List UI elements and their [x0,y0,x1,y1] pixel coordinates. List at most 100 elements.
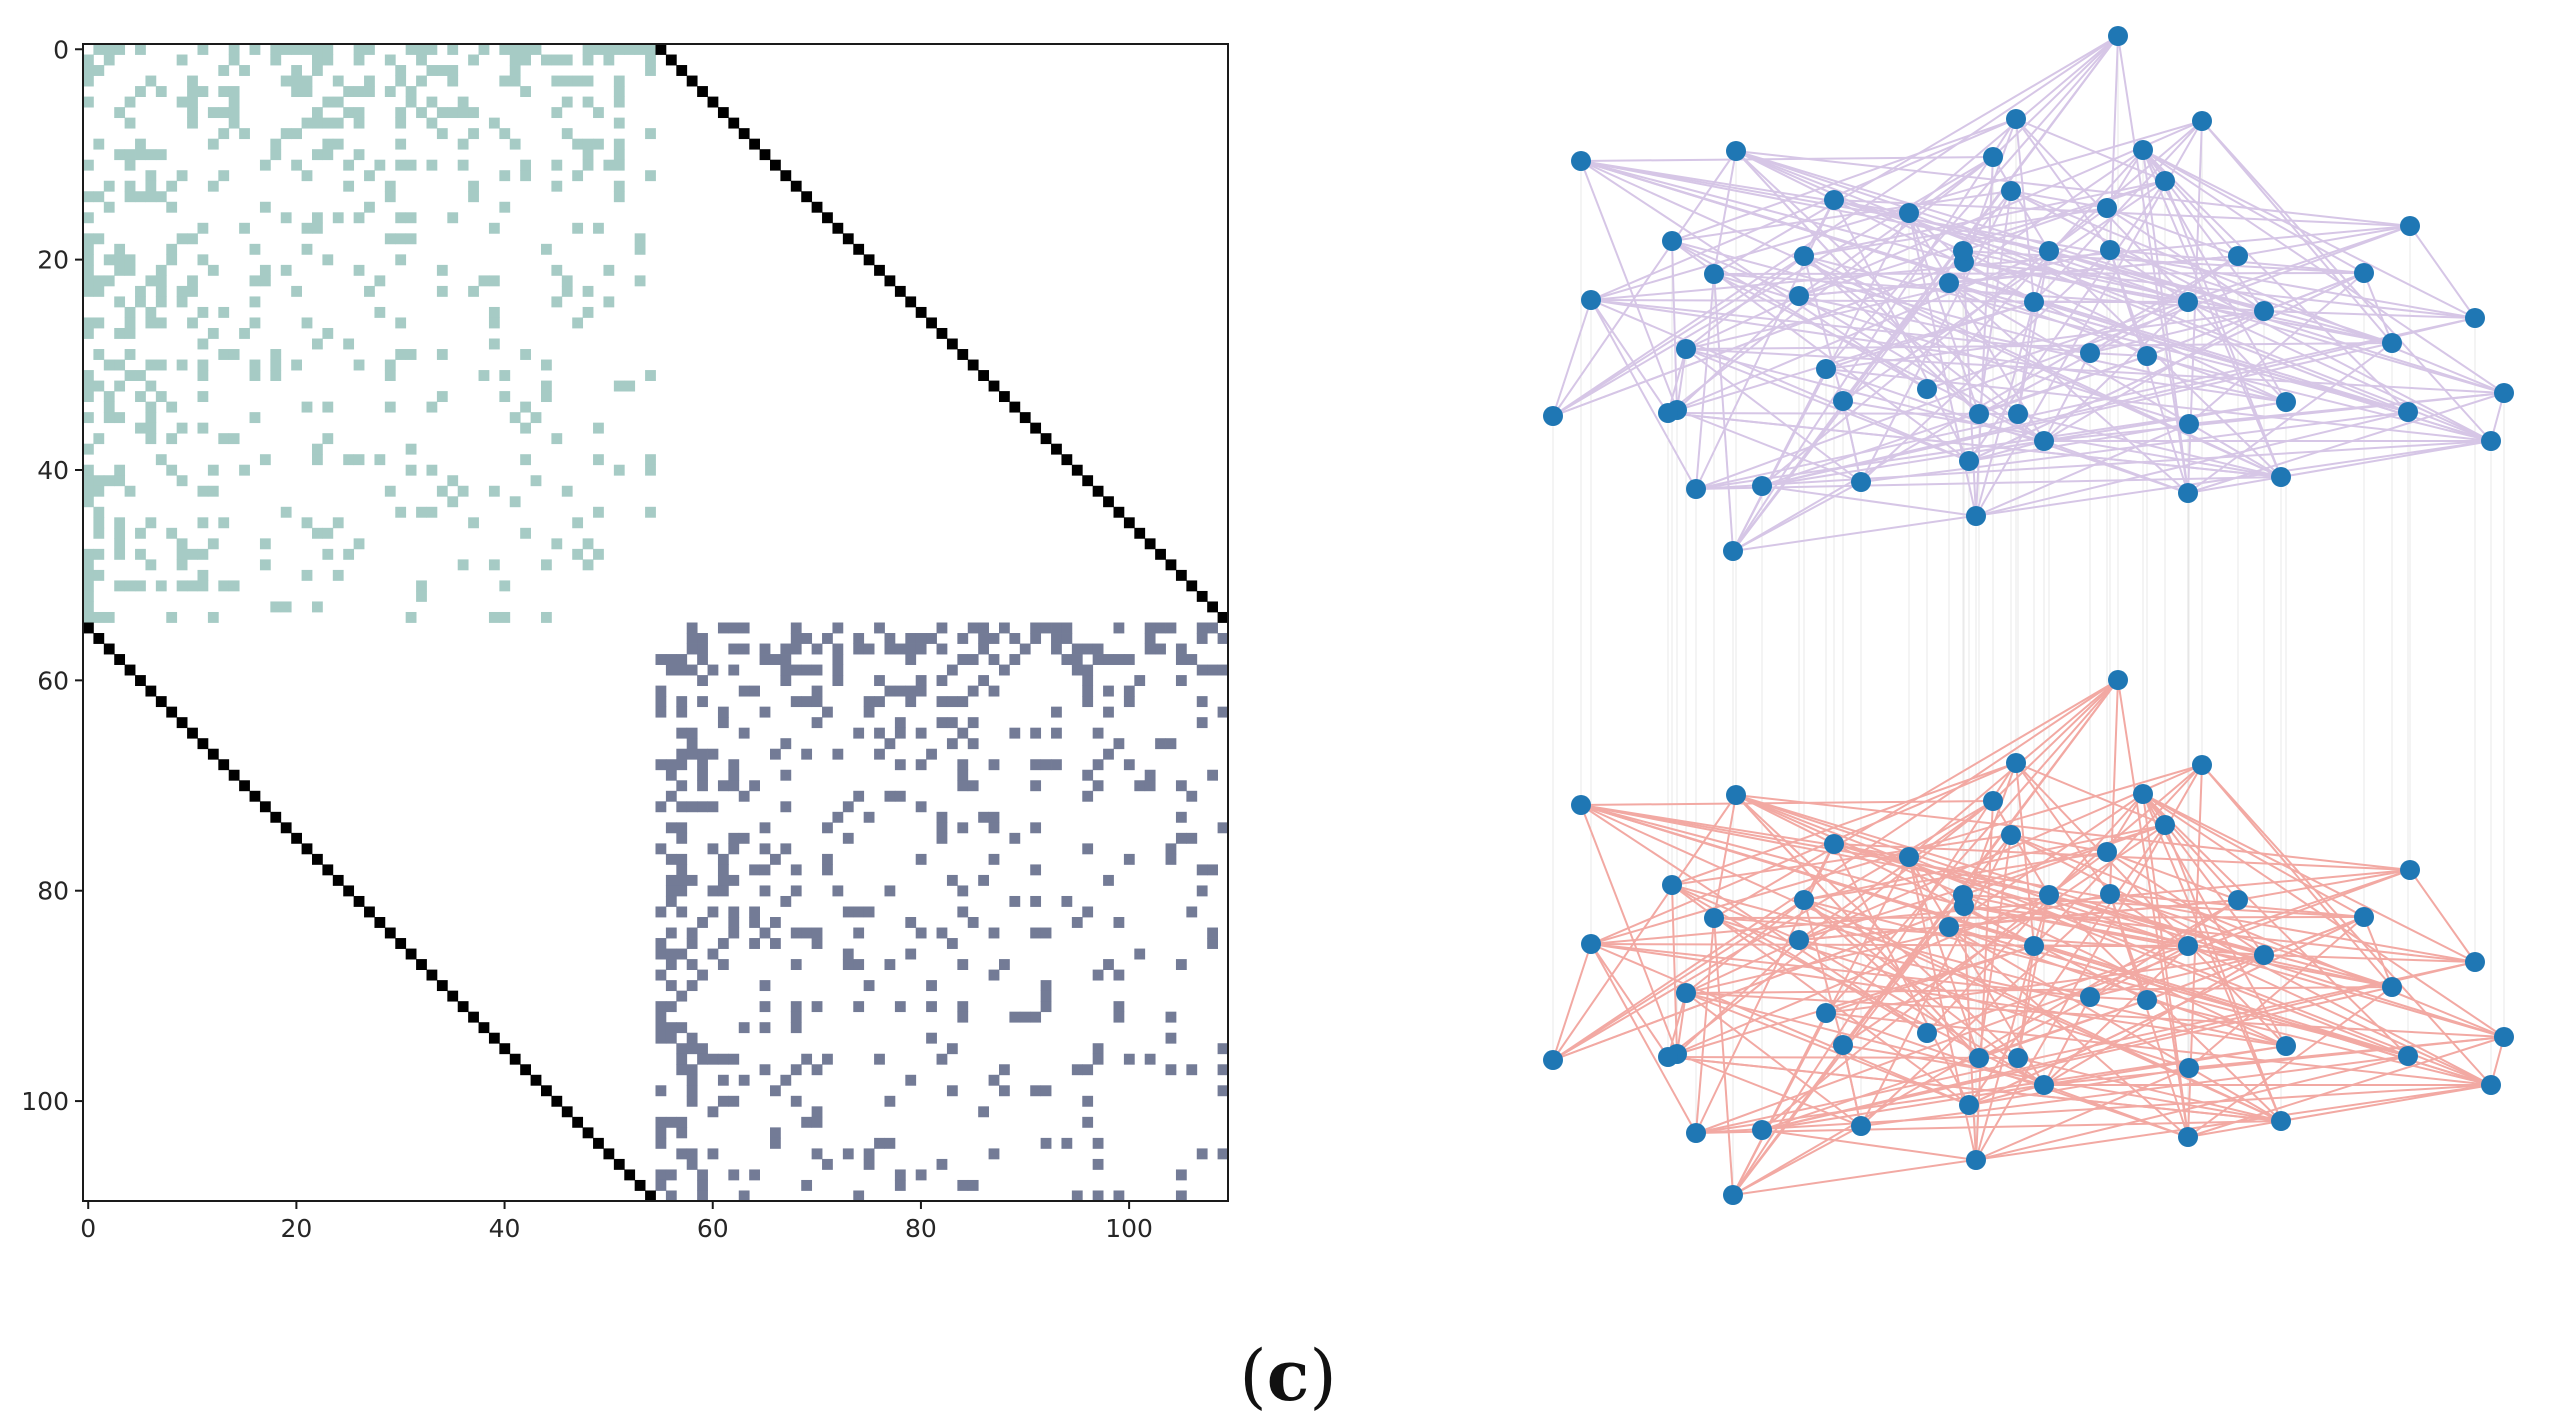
caption-open-paren: ( [1239,1335,1266,1417]
layer2-edge-cell [738,1022,750,1034]
layer2-edge-cell [957,633,969,644]
layer1-edge-cell [103,611,115,623]
coupling-cell [436,980,448,992]
layer2-edge-cell [707,948,719,960]
coupling-cell [1030,422,1042,434]
layer1-edge [1671,118,2017,242]
layer1-edge-cell [593,222,604,234]
layer2-edge-cell [936,675,948,687]
layer1-edge-cell [301,117,313,129]
layer1-edge-cell [124,191,136,203]
layer1-edge-cell [509,65,521,76]
coupling-cell [207,748,219,760]
layer1-edge-cell [291,86,302,97]
layer2-edge-cell [1196,622,1208,634]
layer1-edge-cell [155,454,167,466]
layer1-edge [2363,272,2393,344]
layer1-edge-cell [634,44,646,55]
layer2-edge-cell [842,948,854,960]
layer1-edge-cell [541,611,552,623]
layer1-node [2276,392,2296,412]
layer2-edge-cell [1082,790,1094,802]
layer1-edge-cell [166,527,178,539]
layer2-edge-cell [978,1106,989,1118]
layer2-edge-cell [655,1001,667,1013]
layer1-edge [1667,412,2282,478]
layer2-edge-cell [801,664,813,676]
layer2-edge [1948,793,2144,928]
layer2-node [2034,1075,2054,1095]
layer1-edge-cell [541,54,552,66]
layer1-edge-cell [270,138,282,150]
layer1-edge-cell [197,44,209,55]
layer2-node [1899,847,1919,867]
layer2-edge-cell [665,664,677,676]
layer1-edge-cell [124,485,136,497]
layer1-edge-cell [405,159,417,171]
layer2-edge-cell [770,1137,781,1149]
layer2-edge [1798,800,1994,941]
layer2-edge-cell [1123,654,1135,665]
layer2-edge-cell [717,938,729,949]
layer1-edge-cell [103,401,115,413]
layer2-edge-cell [1103,685,1114,697]
layer1-node [2178,483,2198,503]
layer1-edge-cell [384,233,396,245]
layer1-edge-cell [270,601,282,613]
y-tick-label: 40 [37,456,69,485]
coupling-cell [1207,601,1218,613]
layer2-node [2108,670,2128,690]
layer2-edge-cell [738,622,750,634]
layer1-edge-cell [613,117,625,129]
layer1-edge-cell [551,75,563,87]
layer1-node [1899,203,1919,223]
layer1-edge-cell [322,149,334,161]
layer1-edge [1968,272,2365,462]
coupling-cell [155,696,167,708]
layer2-edge-cell [967,622,979,634]
layer1-edge-cell [135,296,146,308]
layer2-edge-cell [676,759,688,771]
layer2-edge-cell [1196,696,1208,708]
layer2-edge-cell [1009,832,1021,844]
x-axis-ticks: 0 20 40 60 80 100 [80,1201,1153,1243]
layer2-edge-cell [1092,759,1104,771]
layer2-edge-cell [770,1127,781,1139]
layer1-edge-cell [561,275,573,287]
layer2-edge [2142,793,2239,901]
layer1-edge [1713,150,1737,275]
layer1-edge-cell [135,580,146,592]
layer2-edge-cell [1217,822,1229,834]
coupling-cell [822,212,833,224]
layer1-edge-cell [135,548,146,560]
layer1-edge-cell [83,580,94,592]
coupling-cell [634,1179,646,1191]
layer2-edge [1803,899,2045,1086]
layer1-edge-cell [447,212,459,224]
layer2-edge-cell [697,1053,708,1065]
layer1-edge-cell [603,54,615,66]
layer2-edge [2188,1036,2505,1069]
layer2-edge-cell [1207,769,1218,781]
x-tick-label: 0 [80,1214,96,1243]
layer1-edge-cell [322,96,334,108]
layer2-edge-cell [884,643,896,655]
layer1-edge [1580,160,1678,411]
layer2-edge [2146,999,2492,1086]
layer1-edge-cell [436,107,448,119]
layer1-edge-cell [509,54,521,66]
layer1-edge-cell [291,44,302,55]
layer1-edge-cell [166,611,178,623]
layer2-edge [1975,1055,2409,1161]
layer2-edge-cell [915,801,927,813]
layer1-edge-cell [93,380,105,392]
coupling-cell [135,675,146,687]
layer2-edge [1695,917,1715,1134]
layer2-edge-cell [655,654,667,665]
layer1-edge-cell [83,485,94,497]
coupling-cell [936,327,948,339]
layer1-edge-cell [135,370,146,381]
layer1-edge-cell [582,285,594,297]
layer2-node [2080,987,2100,1007]
layer1-edge-cell [301,243,313,255]
